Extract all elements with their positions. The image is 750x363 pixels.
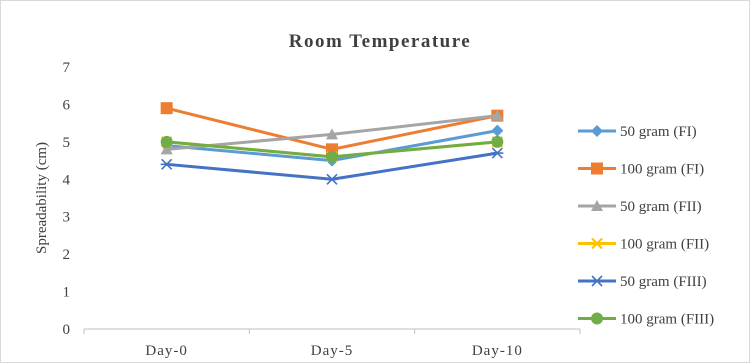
data-point <box>326 173 338 185</box>
legend-item: 50 gram (FI) <box>578 124 697 140</box>
legend-item: 50 gram (FIII) <box>578 274 707 290</box>
legend-marker <box>591 162 603 175</box>
legend-item: 100 gram (FIII) <box>578 312 714 328</box>
y-tick-label: 3 <box>63 210 71 226</box>
legend-marker <box>591 237 603 250</box>
data-point <box>160 143 173 155</box>
legend-label: 50 gram (FI) <box>620 124 697 140</box>
legend-label: 100 gram (FI) <box>620 162 704 178</box>
data-point <box>160 158 173 170</box>
legend-label: 50 gram (FII) <box>620 199 702 215</box>
chart-title: Room Temperature <box>289 31 472 52</box>
x-tick-label: Day-5 <box>311 343 354 359</box>
legend-item: 100 gram (FII) <box>578 237 709 253</box>
y-tick-label: 2 <box>63 247 71 263</box>
data-point <box>326 128 338 140</box>
y-tick-label: 7 <box>63 60 71 76</box>
legend-marker <box>591 275 603 287</box>
legend-item: 100 gram (FI) <box>578 162 704 178</box>
data-point <box>491 135 504 148</box>
legend-label: 50 gram (FIII) <box>620 274 707 290</box>
data-point <box>160 102 173 115</box>
legend-marker <box>591 200 603 211</box>
y-axis-label: Spreadability (cm) <box>34 142 50 254</box>
legend-marker <box>591 312 603 325</box>
y-tick-label: 4 <box>63 172 71 188</box>
series-3 <box>160 109 504 155</box>
legend-marker <box>591 125 603 137</box>
data-point <box>326 150 338 163</box>
data-point <box>491 109 504 121</box>
legend-marker-stroke <box>591 237 603 250</box>
legend-item: 50 gram (FII) <box>578 199 702 215</box>
legend-label: 100 gram (FIII) <box>620 312 714 328</box>
series-5 <box>160 147 504 185</box>
legend: 50 gram (FI) 100 gram (FI) 50 gram (FII) 10… <box>578 124 714 328</box>
y-tick-label: 0 <box>63 322 71 338</box>
data-point <box>491 124 504 137</box>
x-tick-label: Day-10 <box>472 343 523 359</box>
legend-label: 100 gram (FII) <box>620 237 709 253</box>
data-point <box>160 135 173 148</box>
data-point <box>491 147 504 159</box>
x-tick-label: Day-0 <box>145 343 188 359</box>
y-tick-label: 1 <box>63 285 71 301</box>
series-6 <box>160 135 504 163</box>
y-tick-label: 5 <box>63 135 71 151</box>
y-tick-label: 6 <box>63 97 71 113</box>
plot-area: 0 1 2 3 4 5 6 7 Day-0 Day-5 Day-10 <box>63 60 581 359</box>
